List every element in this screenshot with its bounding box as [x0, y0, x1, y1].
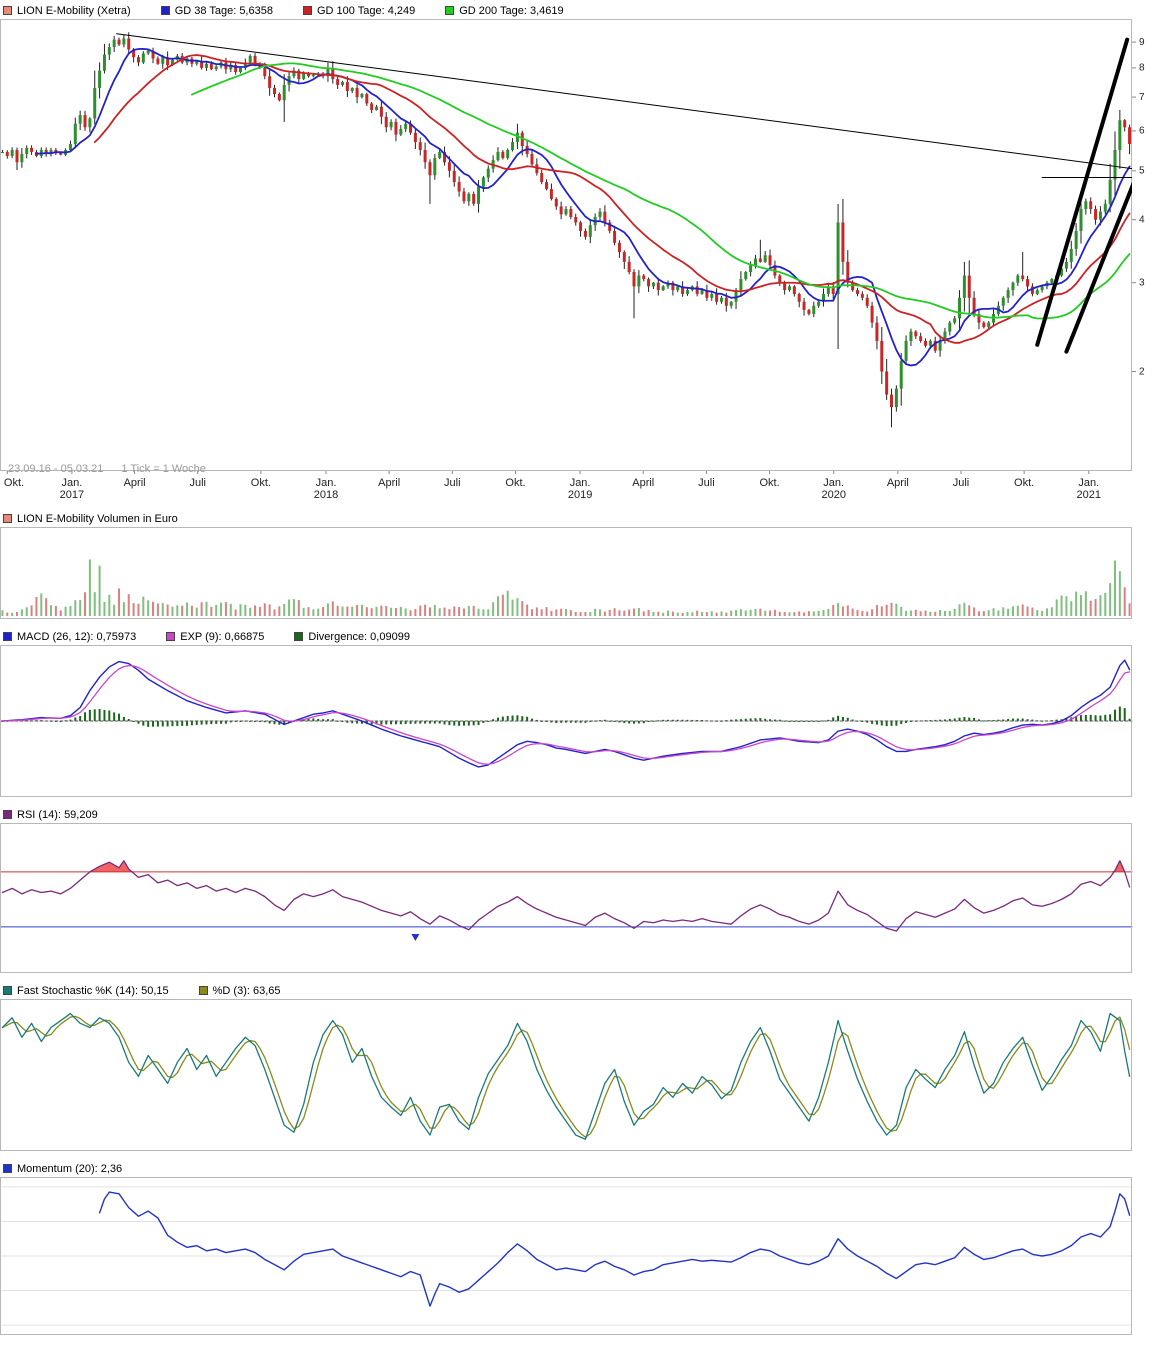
exp-label: EXP (9): 0,66875 [180, 630, 265, 643]
gd100-label: GD 100 Tage: 4,249 [316, 4, 416, 17]
instrument-color-icon [3, 6, 12, 15]
stochastic-legend: Fast Stochastic %K (14): 50,15 %D (3): 6… [0, 982, 1175, 999]
legend-rsi: RSI (14): 59,209 [3, 809, 98, 821]
stoch-d-color-icon [198, 986, 208, 995]
momentum-color-icon [3, 1164, 12, 1173]
legend-gd100: GD 100 Tage: 4,249 [302, 4, 416, 17]
momentum-label: Momentum (20): 2,36 [17, 1162, 123, 1175]
gd200-color-icon [445, 6, 455, 15]
legend-macd: MACD (26, 12): 0,75973 [3, 631, 136, 643]
gd38-color-icon [160, 6, 170, 15]
legend-gd200: GD 200 Tage: 3,4619 [445, 4, 564, 17]
instrument-label: LION E-Mobility (Xetra) [17, 4, 131, 17]
divergence-color-icon [294, 632, 304, 641]
volume-label: LION E-Mobility Volumen in Euro [17, 512, 178, 525]
macd-color-icon [3, 632, 12, 641]
volume-chart-canvas[interactable] [0, 527, 1175, 619]
legend-exp: EXP (9): 0,66875 [166, 631, 264, 643]
gd100-color-icon [302, 6, 312, 15]
momentum-chart-canvas[interactable] [0, 1177, 1175, 1335]
main-chart-legend: LION E-Mobility (Xetra) GD 38 Tage: 5,63… [0, 2, 1175, 19]
rsi-color-icon [3, 810, 12, 819]
stoch-d-label: %D (3): 63,65 [212, 984, 281, 997]
legend-stoch-d: %D (3): 63,65 [198, 984, 281, 997]
stochastic-chart-canvas[interactable] [0, 999, 1175, 1151]
legend-instrument: LION E-Mobility (Xetra) [3, 5, 131, 17]
gd200-label: GD 200 Tage: 3,4619 [459, 4, 564, 17]
legend-divergence: Divergence: 0,09099 [294, 631, 410, 643]
exp-color-icon [166, 632, 176, 641]
tick-interval-text: 1 Tick = 1 Woche [121, 463, 206, 475]
stoch-k-color-icon [3, 986, 12, 995]
legend-stoch-k: Fast Stochastic %K (14): 50,15 [3, 985, 169, 997]
legend-volume: LION E-Mobility Volumen in Euro [3, 513, 178, 525]
main-chart-panel: 23.09.16 - 05.03.21 1 Tick = 1 Woche [0, 19, 1175, 501]
date-range-label: 23.09.16 - 05.03.21 1 Tick = 1 Woche [8, 463, 224, 475]
macd-label: MACD (26, 12): 0,75973 [17, 630, 137, 643]
price-chart-canvas[interactable] [0, 19, 1175, 501]
rsi-chart-canvas[interactable] [0, 823, 1175, 973]
volume-legend: LION E-Mobility Volumen in Euro [0, 510, 1175, 527]
macd-chart-canvas[interactable] [0, 645, 1175, 797]
rsi-label: RSI (14): 59,209 [17, 808, 98, 821]
rsi-legend: RSI (14): 59,209 [0, 806, 1175, 823]
momentum-legend: Momentum (20): 2,36 [0, 1160, 1175, 1177]
gd38-label: GD 38 Tage: 5,6358 [174, 4, 273, 17]
macd-legend: MACD (26, 12): 0,75973 EXP (9): 0,66875 … [0, 628, 1175, 645]
legend-momentum: Momentum (20): 2,36 [3, 1163, 122, 1175]
stock-chart-page: { "meta": { "period_label": "23.09.16 - … [0, 2, 1175, 1335]
legend-gd38: GD 38 Tage: 5,6358 [160, 4, 273, 17]
stoch-k-label: Fast Stochastic %K (14): 50,15 [17, 984, 169, 997]
period-text: 23.09.16 - 05.03.21 [8, 463, 104, 475]
divergence-label: Divergence: 0,09099 [308, 630, 410, 643]
volume-color-icon [3, 514, 12, 523]
